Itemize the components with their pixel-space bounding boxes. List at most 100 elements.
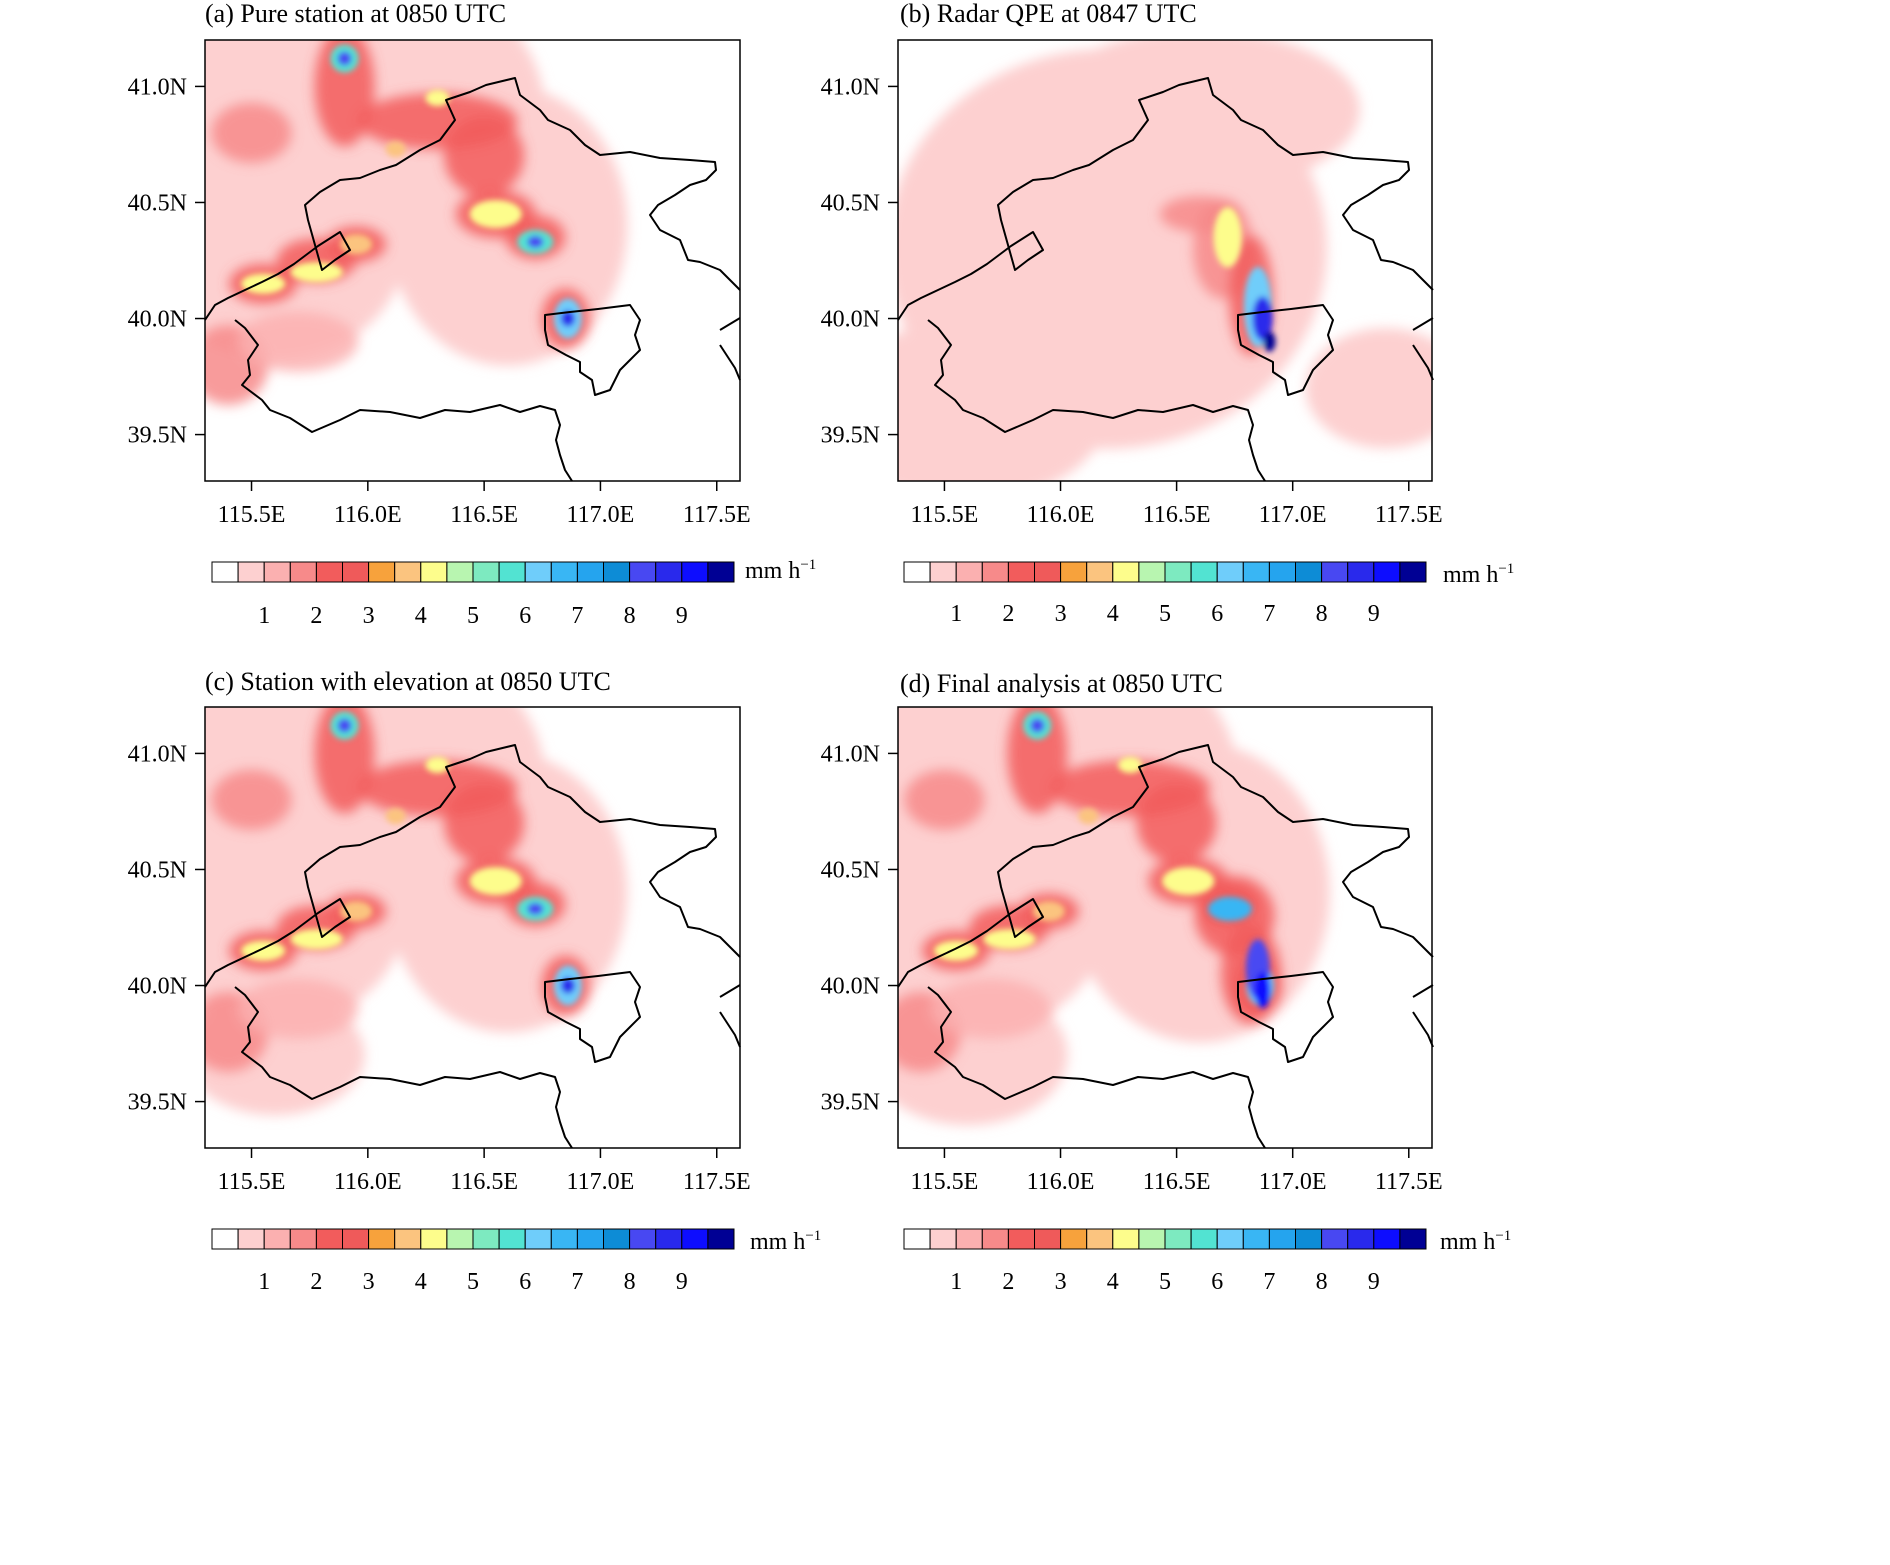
province-border xyxy=(1412,984,1434,998)
colorbar-unit: mm h−1 xyxy=(1440,1228,1511,1255)
colorbar-swatch xyxy=(1112,1228,1140,1250)
x-tick-label: 116.0E xyxy=(1027,502,1095,528)
precip-field-final-analysis xyxy=(898,707,1432,1148)
x-tick-label: 116.0E xyxy=(1027,1169,1095,1195)
colorbar-tick-label: 3 xyxy=(1055,601,1067,627)
colorbar-swatch xyxy=(1373,561,1401,583)
province-border xyxy=(1412,344,1434,381)
colorbar-unit: mm h−1 xyxy=(1443,561,1514,588)
x-tick-label: 115.5E xyxy=(218,502,286,528)
colorbar-swatch xyxy=(1086,1228,1114,1250)
x-tick-label: 115.5E xyxy=(911,502,979,528)
map-frame xyxy=(897,706,1433,1149)
x-tick-label: 117.5E xyxy=(683,1169,751,1195)
map-frame xyxy=(204,706,741,1149)
colorbar-unit: mm h−1 xyxy=(745,557,816,584)
precip-core xyxy=(1208,896,1253,921)
colorbar-tick-label: 2 xyxy=(310,603,322,629)
colorbar-swatch xyxy=(1138,1228,1166,1250)
precip-core xyxy=(469,867,522,896)
y-tick-label: 40.0N xyxy=(128,307,187,333)
precip-area xyxy=(904,769,985,830)
colorbar-a: 1 2 3 4 5 6 7 8 9 mm h−1 xyxy=(211,557,816,629)
colorbar-swatch xyxy=(655,1228,683,1250)
colorbar-tick-label: 4 xyxy=(1107,1269,1119,1295)
colorbar-swatch xyxy=(289,561,317,583)
precip-core xyxy=(241,273,286,294)
y-tick-label: 40.0N xyxy=(821,307,880,333)
colorbar-d: 1 2 3 4 5 6 7 8 9 mm h−1 xyxy=(903,1228,1511,1295)
colorbar-swatch xyxy=(342,1228,370,1250)
province-border xyxy=(719,984,741,998)
colorbar-swatch xyxy=(315,1228,343,1250)
colorbar-swatch xyxy=(263,1228,291,1250)
colorbar-b: 1 2 3 4 5 6 7 8 9 mm h−1 xyxy=(903,561,1514,627)
precip-core xyxy=(983,929,1036,950)
precip-core xyxy=(425,90,450,107)
y-tick-label: 40.0N xyxy=(128,974,187,1000)
colorbar-tick-label: 1 xyxy=(258,1269,270,1295)
colorbar-swatch xyxy=(394,1228,422,1250)
colorbar-tick-label: 3 xyxy=(1055,1269,1067,1295)
colorbar-swatch xyxy=(1034,561,1062,583)
colorbar-swatch xyxy=(1112,561,1140,583)
y-tick-label: 40.5N xyxy=(821,857,880,883)
precip-area xyxy=(211,102,292,163)
x-tick-label: 117.0E xyxy=(1259,1169,1327,1195)
colorbar-tick-label: 5 xyxy=(467,603,479,629)
province-border xyxy=(897,77,1434,321)
colorbar-tick-label: 8 xyxy=(1316,601,1328,627)
y-tick-label: 39.5N xyxy=(128,1090,187,1116)
province-border xyxy=(927,319,1266,482)
colorbar-swatch xyxy=(955,1228,983,1250)
colorbar-swatch xyxy=(550,561,578,583)
colorbar-tick-label: 6 xyxy=(519,603,531,629)
precip-core xyxy=(527,235,544,248)
precip-core xyxy=(1162,867,1215,896)
province-border xyxy=(204,77,741,321)
x-tick-label: 115.5E xyxy=(218,1169,286,1195)
precip-core xyxy=(290,929,343,950)
colorbar-tick-label: 5 xyxy=(467,1269,479,1295)
precip-core xyxy=(1032,901,1065,922)
y-tick-label: 39.5N xyxy=(821,1090,880,1116)
colorbar-tick-label: 7 xyxy=(571,1269,583,1295)
colorbar-tick-label: 4 xyxy=(415,1269,427,1295)
colorbar-tick-label: 1 xyxy=(950,601,962,627)
precip-core xyxy=(425,757,450,774)
x-tick-label: 117.0E xyxy=(1259,502,1327,528)
colorbar-swatch xyxy=(315,561,343,583)
precip-core xyxy=(241,940,286,961)
colorbar-tick-label: 3 xyxy=(363,1269,375,1295)
colorbar-tick-label: 4 xyxy=(1107,601,1119,627)
colorbar-tick-label: 6 xyxy=(1211,1269,1223,1295)
colorbar-tick-label: 7 xyxy=(1263,601,1275,627)
province-border xyxy=(204,744,741,988)
y-tick-label: 41.0N xyxy=(821,74,880,100)
colorbar-swatch xyxy=(263,561,291,583)
x-tick-label: 115.5E xyxy=(911,1169,979,1195)
colorbar-swatch xyxy=(420,561,448,583)
colorbar-swatch xyxy=(1034,1228,1062,1250)
panel-d-title: (d) Final analysis at 0850 UTC xyxy=(900,669,1223,698)
colorbar-swatch xyxy=(472,561,500,583)
x-tick-label: 116.5E xyxy=(450,502,518,528)
province-border xyxy=(1412,1011,1434,1048)
colorbar-swatch xyxy=(576,1228,605,1250)
colorbar-swatch xyxy=(1295,1228,1323,1250)
precip-area xyxy=(444,783,525,864)
colorbar-swatch xyxy=(681,561,709,583)
colorbar-swatch xyxy=(368,561,396,583)
precip-core xyxy=(385,141,406,158)
precip-area xyxy=(444,116,525,197)
colorbar-swatch xyxy=(1190,561,1218,583)
precip-core xyxy=(340,234,373,255)
colorbar-swatch xyxy=(1164,1228,1192,1250)
colorbar-swatch xyxy=(655,561,683,583)
colorbar-swatch xyxy=(1216,561,1244,583)
y-tick-label: 40.5N xyxy=(128,857,187,883)
province-border xyxy=(544,304,641,396)
map-frame xyxy=(204,39,741,482)
colorbar-swatch xyxy=(1216,1228,1244,1250)
colorbar-unit: mm h−1 xyxy=(750,1228,821,1255)
